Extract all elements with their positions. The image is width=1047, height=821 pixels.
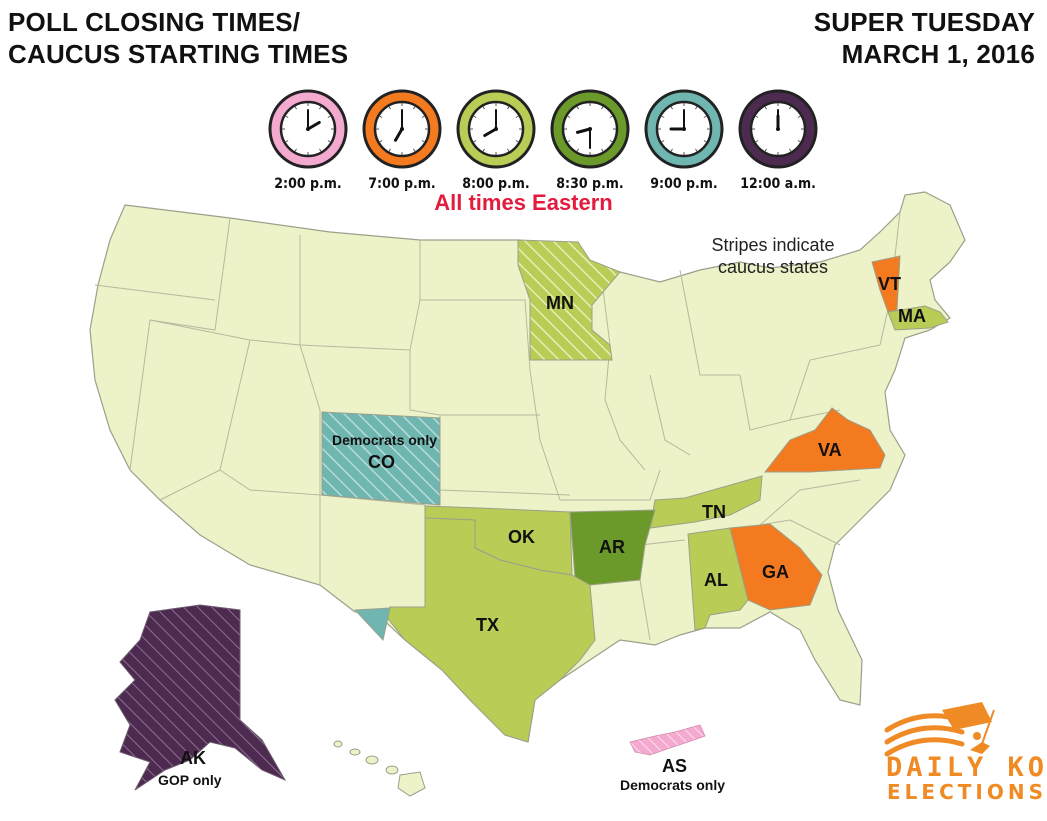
state-co <box>321 411 441 506</box>
stripes-legend-note: Stripes indicate caucus states <box>700 234 846 278</box>
logo-text-daily-kos: DAILY KOS <box>886 752 1047 783</box>
title-line-2: CAUCUS STARTING TIMES <box>8 39 349 69</box>
legend-note-line-2: caucus states <box>717 257 829 277</box>
clock-time-label: 2:00 p.m. <box>274 176 342 192</box>
clock-icon <box>738 89 818 169</box>
clock-icon <box>268 89 348 169</box>
clock-icon <box>550 89 630 169</box>
label-ma: MA <box>898 306 926 326</box>
event-line-1: SUPER TUESDAY <box>813 7 1035 37</box>
event-date: MARCH 1, 2016 <box>841 39 1035 69</box>
clock-5: 12:00 a.m. <box>736 88 820 192</box>
clock-icon <box>644 89 724 169</box>
territory-as <box>629 724 706 756</box>
label-va: VA <box>818 440 842 460</box>
label-tn: TN <box>702 502 726 522</box>
label-ak: AK <box>180 748 206 768</box>
state-tx <box>384 517 596 743</box>
title-block: POLL CLOSING TIMES/ CAUCUS STARTING TIME… <box>8 6 348 70</box>
clock-1: 7:00 p.m. <box>360 88 444 192</box>
clock-legend: 2:00 p.m. 7:00 p.m. 8:00 p.m. 8:30 p.m. 9:00… <box>266 88 818 198</box>
clock-time-label: 12:00 a.m. <box>740 176 816 192</box>
label-mn: MN <box>546 293 574 313</box>
clock-time-label: 8:00 p.m. <box>462 176 530 192</box>
state-tn <box>649 475 763 529</box>
label-co-note: Democrats only <box>332 432 438 448</box>
timezone-note: All times Eastern <box>434 190 613 215</box>
contiguous-us-outline <box>89 191 966 743</box>
clock-4: 9:00 p.m. <box>642 88 726 192</box>
state-ak <box>114 604 287 791</box>
clock-time-label: 8:30 p.m. <box>556 176 624 192</box>
clock-icon <box>456 89 536 169</box>
legend-note-line-1: Stripes indicate <box>711 235 835 255</box>
logo-text-elections: ELECTIONS <box>887 780 1047 804</box>
clock-time-label: 7:00 p.m. <box>368 176 436 192</box>
label-vt: VT <box>878 274 902 294</box>
label-al: AL <box>704 570 728 590</box>
label-as: AS <box>662 756 688 776</box>
clock-2: 8:00 p.m. <box>454 88 538 192</box>
state-ma <box>887 305 949 331</box>
clock-0: 2:00 p.m. <box>266 88 350 192</box>
clock-time-label: 9:00 p.m. <box>650 176 718 192</box>
daily-kos-logo-graphic <box>884 702 995 757</box>
label-ok: OK <box>508 527 535 547</box>
label-ga: GA <box>762 562 789 582</box>
state-nm-sliver <box>353 607 391 642</box>
state-va <box>763 407 886 473</box>
event-block: SUPER TUESDAY MARCH 1, 2016 <box>814 6 1035 70</box>
clock-3: 8:30 p.m. <box>548 88 632 192</box>
label-co: CO <box>368 452 395 472</box>
state-ga <box>729 523 823 611</box>
clock-icon <box>362 89 442 169</box>
label-as-note: Democrats only <box>620 777 726 793</box>
label-tx: TX <box>476 615 500 635</box>
state-mn <box>517 239 621 361</box>
title-line-1: POLL CLOSING TIMES/ <box>8 7 301 37</box>
hawaii-islands <box>333 740 426 797</box>
label-ar: AR <box>599 537 625 557</box>
label-ak-note: GOP only <box>158 772 222 788</box>
